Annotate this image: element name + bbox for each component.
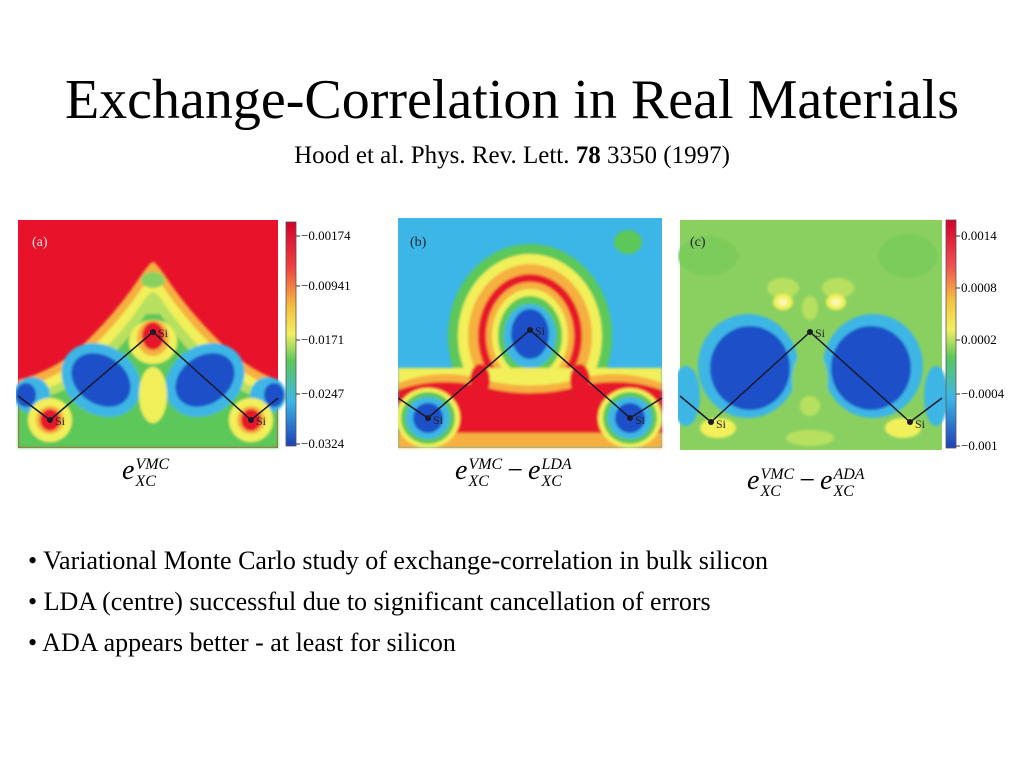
bullet-item: • LDA (centre) successful due to signifi… <box>28 587 711 616</box>
panel-a-contour-plot: (a) Si Si Si −0.00174 −0.00941 −0.0171 −… <box>16 220 351 451</box>
formula-a: e VMC XC <box>122 456 169 490</box>
panel-c-colorbar <box>945 219 957 449</box>
formula-b-base: e <box>455 455 468 487</box>
citation: Hood et al. Phys. Rev. Lett. 78 3350 (19… <box>0 140 1024 172</box>
panel-b: (b) Si Si Si <box>398 218 664 452</box>
panel-a-colorbar-tick: −0.00174 <box>301 228 351 243</box>
formula-c-base: e <box>747 465 760 497</box>
bullet-list: • Variational Monte Carlo study of excha… <box>28 540 768 663</box>
formula-a-sub: XC <box>135 473 156 490</box>
citation-pages-year: 3350 (1997) <box>607 142 730 169</box>
panel-c-colorbar-tick: 0.0002 <box>961 332 997 347</box>
formula-a-base: e <box>122 455 135 487</box>
formula-b-minus: − <box>507 455 524 487</box>
panel-b-atom-3: Si <box>635 413 646 427</box>
formula-b-sub: XC <box>468 473 489 490</box>
formula-c-sub2: XC <box>833 483 854 500</box>
panel-a-colorbar <box>285 221 297 447</box>
slide-title: Exchange-Correlation in Real Materials <box>64 69 960 131</box>
panel-c-label: (c) <box>690 235 706 250</box>
formula-c-sub: XC <box>760 483 781 500</box>
formula-c-base2: e <box>820 465 833 497</box>
panel-a-label: (a) <box>32 235 48 250</box>
panel-b-contour-plot: (b) Si Si Si <box>398 218 663 448</box>
bullet-item: • ADA appears better - at least for sili… <box>28 628 456 657</box>
panel-a-atom-2: Si <box>158 326 169 340</box>
formula-c-sup: VMC <box>760 466 795 483</box>
panel-a-atom-3: Si <box>256 414 267 428</box>
panel-a-atom-1: Si <box>55 414 66 428</box>
formula-a-sup: VMC <box>135 456 170 473</box>
panel-c-atom-1: Si <box>716 417 727 431</box>
panel-c-colorbar-tick: 0.0008 <box>961 280 997 295</box>
panel-a: (a) Si Si Si −0.00174 −0.00941 −0.0171 −… <box>16 218 366 454</box>
formula-c: e VMC XC − e ADA XC <box>747 466 865 500</box>
panel-c-atom-3: Si <box>915 417 926 431</box>
formula-b-sub2: XC <box>541 473 562 490</box>
bullet-item: • Variational Monte Carlo study of excha… <box>28 546 769 575</box>
formula-c-sup2: ADA <box>833 466 865 483</box>
formula-b-sup2: LDA <box>541 456 572 473</box>
panel-b-label: (b) <box>410 235 427 250</box>
panel-a-colorbar-tick: −0.0247 <box>301 386 345 401</box>
panel-c-colorbar-tick: 0.0014 <box>961 228 997 243</box>
panel-c-colorbar-tick: −0.001 <box>961 438 998 453</box>
panel-c-contour-plot: (c) Si Si Si 0.0014 0.0008 0.0002 −0.000… <box>678 219 1005 453</box>
panel-a-colorbar-tick: −0.0171 <box>301 332 344 347</box>
panel-a-colorbar-tick: −0.00941 <box>301 278 351 293</box>
formula-b: e VMC XC − e LDA XC <box>455 456 572 490</box>
panel-c-colorbar-tick: −0.0004 <box>961 386 1005 401</box>
panel-b-atom-2: Si <box>535 324 546 338</box>
panel-c-atom-2: Si <box>815 326 826 340</box>
panel-b-atom-1: Si <box>433 413 444 427</box>
formula-b-base2: e <box>528 455 541 487</box>
citation-volume: 78 <box>575 142 601 169</box>
formula-c-minus: − <box>799 465 816 497</box>
citation-authors: Hood et al. Phys. Rev. Lett. <box>294 142 570 169</box>
formula-b-sup: VMC <box>468 456 503 473</box>
panel-a-colorbar-tick: −0.0324 <box>301 436 345 451</box>
panel-c: (c) Si Si Si 0.0014 0.0008 0.0002 −0.000… <box>678 216 1024 456</box>
